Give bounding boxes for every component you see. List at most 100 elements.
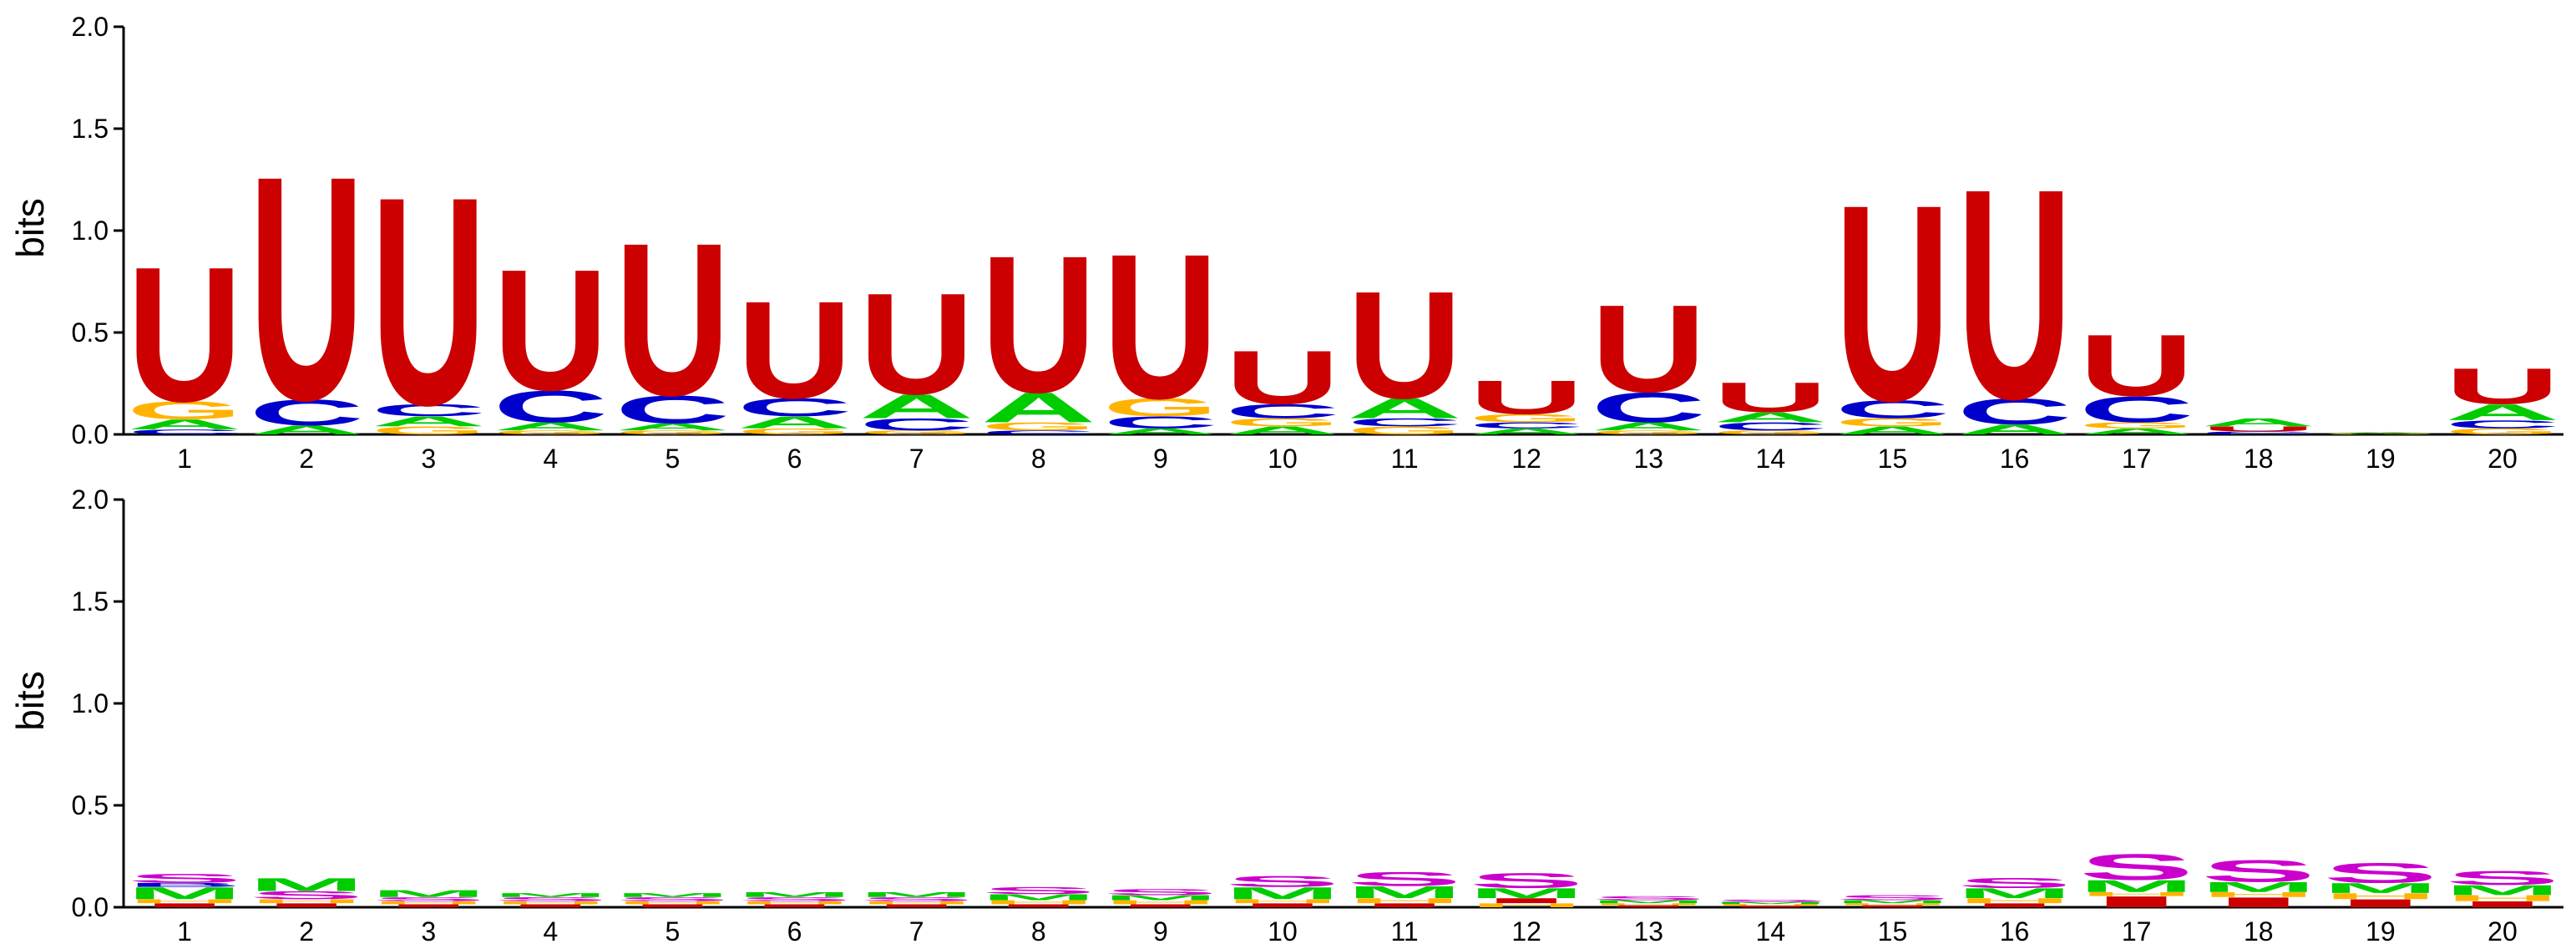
logo-letter-s: S xyxy=(1713,899,1828,903)
x-tick-label: 9 xyxy=(1153,916,1168,944)
logo-letter-u: U xyxy=(371,134,486,468)
logo-letter-c: C xyxy=(1591,383,1706,431)
logo-letter-i: I xyxy=(1957,902,2072,909)
y-tick-label: 2.0 xyxy=(72,12,109,42)
logo-letter-g: G xyxy=(1225,416,1340,429)
logo-letter-i: I xyxy=(1347,902,1462,909)
logo-letter-m: M xyxy=(1103,894,1218,901)
x-tick-label: 7 xyxy=(909,916,924,944)
x-tick-label: 3 xyxy=(421,916,436,944)
logo-letter-m: M xyxy=(127,884,242,903)
logo-letter-u: U xyxy=(1591,280,1706,419)
logo-letter-s: S xyxy=(1591,895,1706,901)
logo-letter-i: I xyxy=(1103,903,1218,908)
logo-letter-g: G xyxy=(859,429,974,436)
x-tick-label: 4 xyxy=(543,916,558,944)
logo-letter-i: I xyxy=(127,902,242,909)
logo-letter-s: S xyxy=(127,871,242,886)
logo-letter-h: H xyxy=(493,901,608,906)
x-tick-label: 20 xyxy=(2487,916,2518,944)
x-tick-label: 3 xyxy=(421,444,436,474)
logo-letter-a: A xyxy=(2445,399,2560,424)
logo-letter-s: S xyxy=(2323,857,2438,889)
x-tick-label: 17 xyxy=(2122,444,2152,474)
logo-letter-h: H xyxy=(249,898,364,905)
logo-letter-i: I xyxy=(2079,893,2194,911)
logo-letter-g: G xyxy=(2323,433,2438,434)
logo-letter-a: A xyxy=(249,423,364,437)
x-tick-label: 20 xyxy=(2487,444,2518,474)
logo-letter-c: C xyxy=(2079,389,2194,430)
logo-letter-i: I xyxy=(2445,900,2560,909)
logo-letter-a: A xyxy=(737,413,853,432)
x-tick-label: 7 xyxy=(909,444,924,474)
logo-letter-s: S xyxy=(371,896,486,903)
logo-letter-h: H xyxy=(1835,903,1950,906)
logo-letter-g: G xyxy=(1835,416,1950,429)
logo-letter-u: U xyxy=(1835,146,1950,459)
logo-letter-m: M xyxy=(1347,883,1462,902)
logo-letter-s: S xyxy=(981,885,1096,896)
x-tick-label: 5 xyxy=(666,916,681,944)
logo-letter-c: C xyxy=(1103,413,1218,432)
logo-letter-c: C xyxy=(493,381,608,432)
logo-letter-h: H xyxy=(1591,903,1706,906)
logo-letter-h: H xyxy=(371,901,486,906)
y-tick-label: 1.5 xyxy=(72,114,109,144)
x-tick-label: 2 xyxy=(299,444,314,474)
logo-letter-u: U xyxy=(615,198,730,441)
logo-letter-c: C xyxy=(249,392,364,433)
logo-letter-h: H xyxy=(1957,896,2072,905)
logo-letter-c: C xyxy=(371,401,486,420)
x-tick-label: 11 xyxy=(1390,916,1418,944)
x-tick-label: 1 xyxy=(177,916,192,944)
logo-letter-h: H xyxy=(737,901,853,906)
logo-letter-a: A xyxy=(1591,420,1706,433)
logo-letter-s: S xyxy=(859,896,974,903)
logo-letter-m: M xyxy=(1835,900,1950,905)
logo-letter-g: G xyxy=(1591,429,1706,436)
logo-panel-1: bits 0.00.51.01.52.01 2 3 4 5 6 7 8 9 10 11 12 13 14 1… xyxy=(8,12,2563,474)
x-tick-label: 2 xyxy=(299,916,314,944)
logo-letter-a: A xyxy=(1347,393,1462,424)
logo-letter-m: M xyxy=(2079,876,2194,896)
logo-letter-g: G xyxy=(493,429,608,436)
logo-letter-a: A xyxy=(615,421,730,432)
logo-letter-s: S xyxy=(737,896,853,903)
logo-letter-i: I xyxy=(1591,905,1706,908)
logo-letter-h: H xyxy=(1347,896,1462,905)
logo-letter-g: G xyxy=(1347,424,1462,437)
logo-letter-h: H xyxy=(127,898,242,905)
logo-letter-a: A xyxy=(1713,409,1828,425)
logo-letter-m: M xyxy=(1957,886,2072,901)
logo-letter-s: S xyxy=(1835,894,1950,901)
logo-letter-s: S xyxy=(1225,873,1340,891)
logo-letter-i: I xyxy=(371,903,486,908)
logo-letter-m: M xyxy=(493,892,608,899)
letter-stack: ACU xyxy=(249,110,364,468)
logo-letter-c: C xyxy=(859,415,974,434)
logo-letter-h: H xyxy=(615,901,730,906)
logo-letter-u: U xyxy=(1347,260,1462,430)
logo-letter-u: U xyxy=(1225,334,1340,420)
y-tick-label: 1.0 xyxy=(72,216,109,246)
logo-letter-u: U xyxy=(1103,211,1218,441)
logo-letter-s: S xyxy=(493,896,608,903)
logo-letter-h: H xyxy=(1103,899,1218,906)
logo-letter-m: M xyxy=(1713,901,1828,905)
